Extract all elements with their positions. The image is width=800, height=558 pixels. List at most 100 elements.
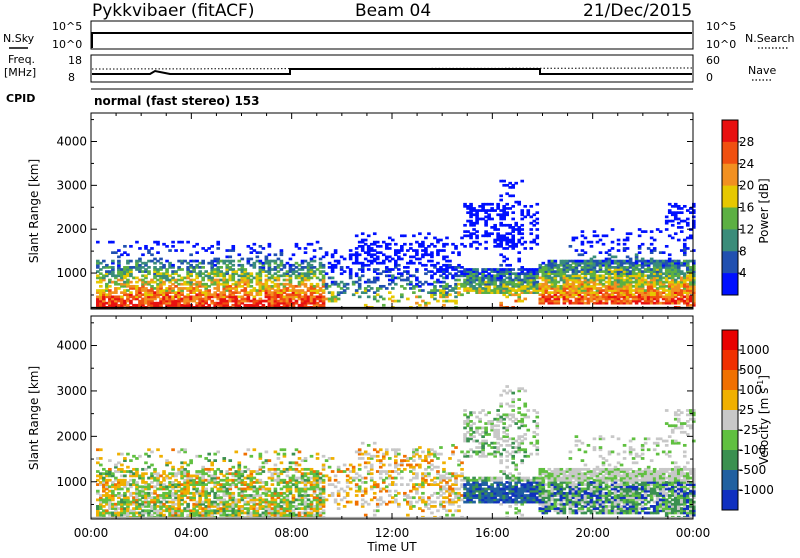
echo-cell <box>388 464 392 467</box>
echo-cell <box>274 253 278 256</box>
echo-cell <box>457 279 461 282</box>
echo-cell <box>358 468 362 471</box>
echo-cell <box>397 268 401 271</box>
echo-cell <box>123 474 127 477</box>
echo-cell <box>313 256 317 259</box>
echo-cell <box>367 234 371 237</box>
echo-cell <box>400 477 404 480</box>
echo-cell <box>231 260 235 263</box>
echo-cell <box>168 249 172 252</box>
echo-cell <box>138 258 142 261</box>
echo-cell <box>593 256 597 259</box>
echo-cell <box>412 291 416 294</box>
echo-cell <box>280 249 284 252</box>
echo-cell <box>409 281 413 284</box>
echo-cell <box>367 503 371 506</box>
echo-cell <box>138 247 142 250</box>
echo-cell <box>259 251 263 254</box>
echo-cell <box>168 461 172 464</box>
nsearch-tick-low: 10^0 <box>706 38 736 51</box>
echo-cell <box>505 211 509 214</box>
echo-cell <box>274 488 278 491</box>
echo-cell <box>108 459 112 462</box>
echo-cell <box>379 496 383 499</box>
echo-cell <box>397 492 401 495</box>
echo-cell <box>231 492 235 495</box>
echo-cell <box>147 266 151 269</box>
echo-cell <box>370 287 374 290</box>
echo-cell <box>436 300 440 303</box>
echo-cell <box>153 468 157 471</box>
echo-cell <box>316 283 320 286</box>
echo-cell <box>195 243 199 246</box>
echo-cell <box>280 461 284 464</box>
echo-cell <box>165 245 169 248</box>
echo-cell <box>611 247 615 250</box>
echo-cell <box>575 249 579 252</box>
echo-cell <box>304 247 308 250</box>
nsky-tick-high: 10^5 <box>52 20 82 33</box>
echo-cell <box>216 451 220 454</box>
echo-cell <box>319 247 323 250</box>
echo-cell <box>394 483 398 486</box>
echo-cell <box>517 251 521 254</box>
echo-cell <box>442 304 446 307</box>
echo-cell <box>349 501 353 504</box>
freq-tick-low: 8 <box>68 71 75 84</box>
echo-cell <box>210 245 214 248</box>
echo-cell <box>334 249 338 252</box>
y-tick-label: 1000 <box>56 266 87 280</box>
echo-cell <box>298 451 302 454</box>
echo-cell <box>433 285 437 288</box>
echo-cell <box>415 268 419 271</box>
echo-cell <box>418 295 422 298</box>
echo-cell <box>535 218 539 221</box>
echo-cell <box>150 253 154 256</box>
echo-cell <box>358 253 362 256</box>
echo-cell <box>219 266 223 269</box>
echo-cell <box>391 287 395 290</box>
echo-cell <box>475 234 479 237</box>
echo-cell <box>505 258 509 261</box>
echo-cell <box>626 247 630 250</box>
echo-cell <box>219 470 223 473</box>
echo-cell <box>463 224 467 227</box>
echo-cell <box>403 243 407 246</box>
echo-cell <box>99 285 103 288</box>
echo-cell <box>523 298 527 301</box>
echo-cell <box>376 455 380 458</box>
echo-cell <box>376 509 380 512</box>
echo-cell <box>463 245 467 248</box>
echo-cell <box>337 260 341 263</box>
echo-cell <box>207 453 211 456</box>
echo-cell <box>511 205 515 208</box>
echo-cell <box>96 241 100 244</box>
echo-cell <box>237 253 241 256</box>
echo-cell <box>680 230 684 233</box>
echo-cell <box>379 448 383 451</box>
colorbar-swatch <box>722 142 738 164</box>
echo-cell <box>526 209 530 212</box>
echo-cell <box>268 253 272 256</box>
echo-cell <box>159 258 163 261</box>
echo-cell <box>376 256 380 259</box>
echo-cell <box>231 264 235 267</box>
echo-cell <box>460 293 464 296</box>
echo-cell <box>117 260 121 263</box>
echo-cell <box>135 468 139 471</box>
echo-cell <box>144 472 148 475</box>
echo-cell <box>361 457 365 460</box>
echo-cell <box>343 505 347 508</box>
y-tick-label: 3000 <box>56 178 87 192</box>
echo-cell <box>391 239 395 242</box>
echo-cell <box>331 492 335 495</box>
echo-cell <box>520 237 524 240</box>
echo-cell <box>361 274 365 277</box>
echo-cell <box>162 470 166 473</box>
power-colorbar-label: Power [dB] <box>757 178 771 243</box>
echo-cell <box>322 485 326 488</box>
echo-cell <box>514 222 518 225</box>
echo-cell <box>490 232 494 235</box>
colorbar-tick-label: 12 <box>739 222 754 236</box>
